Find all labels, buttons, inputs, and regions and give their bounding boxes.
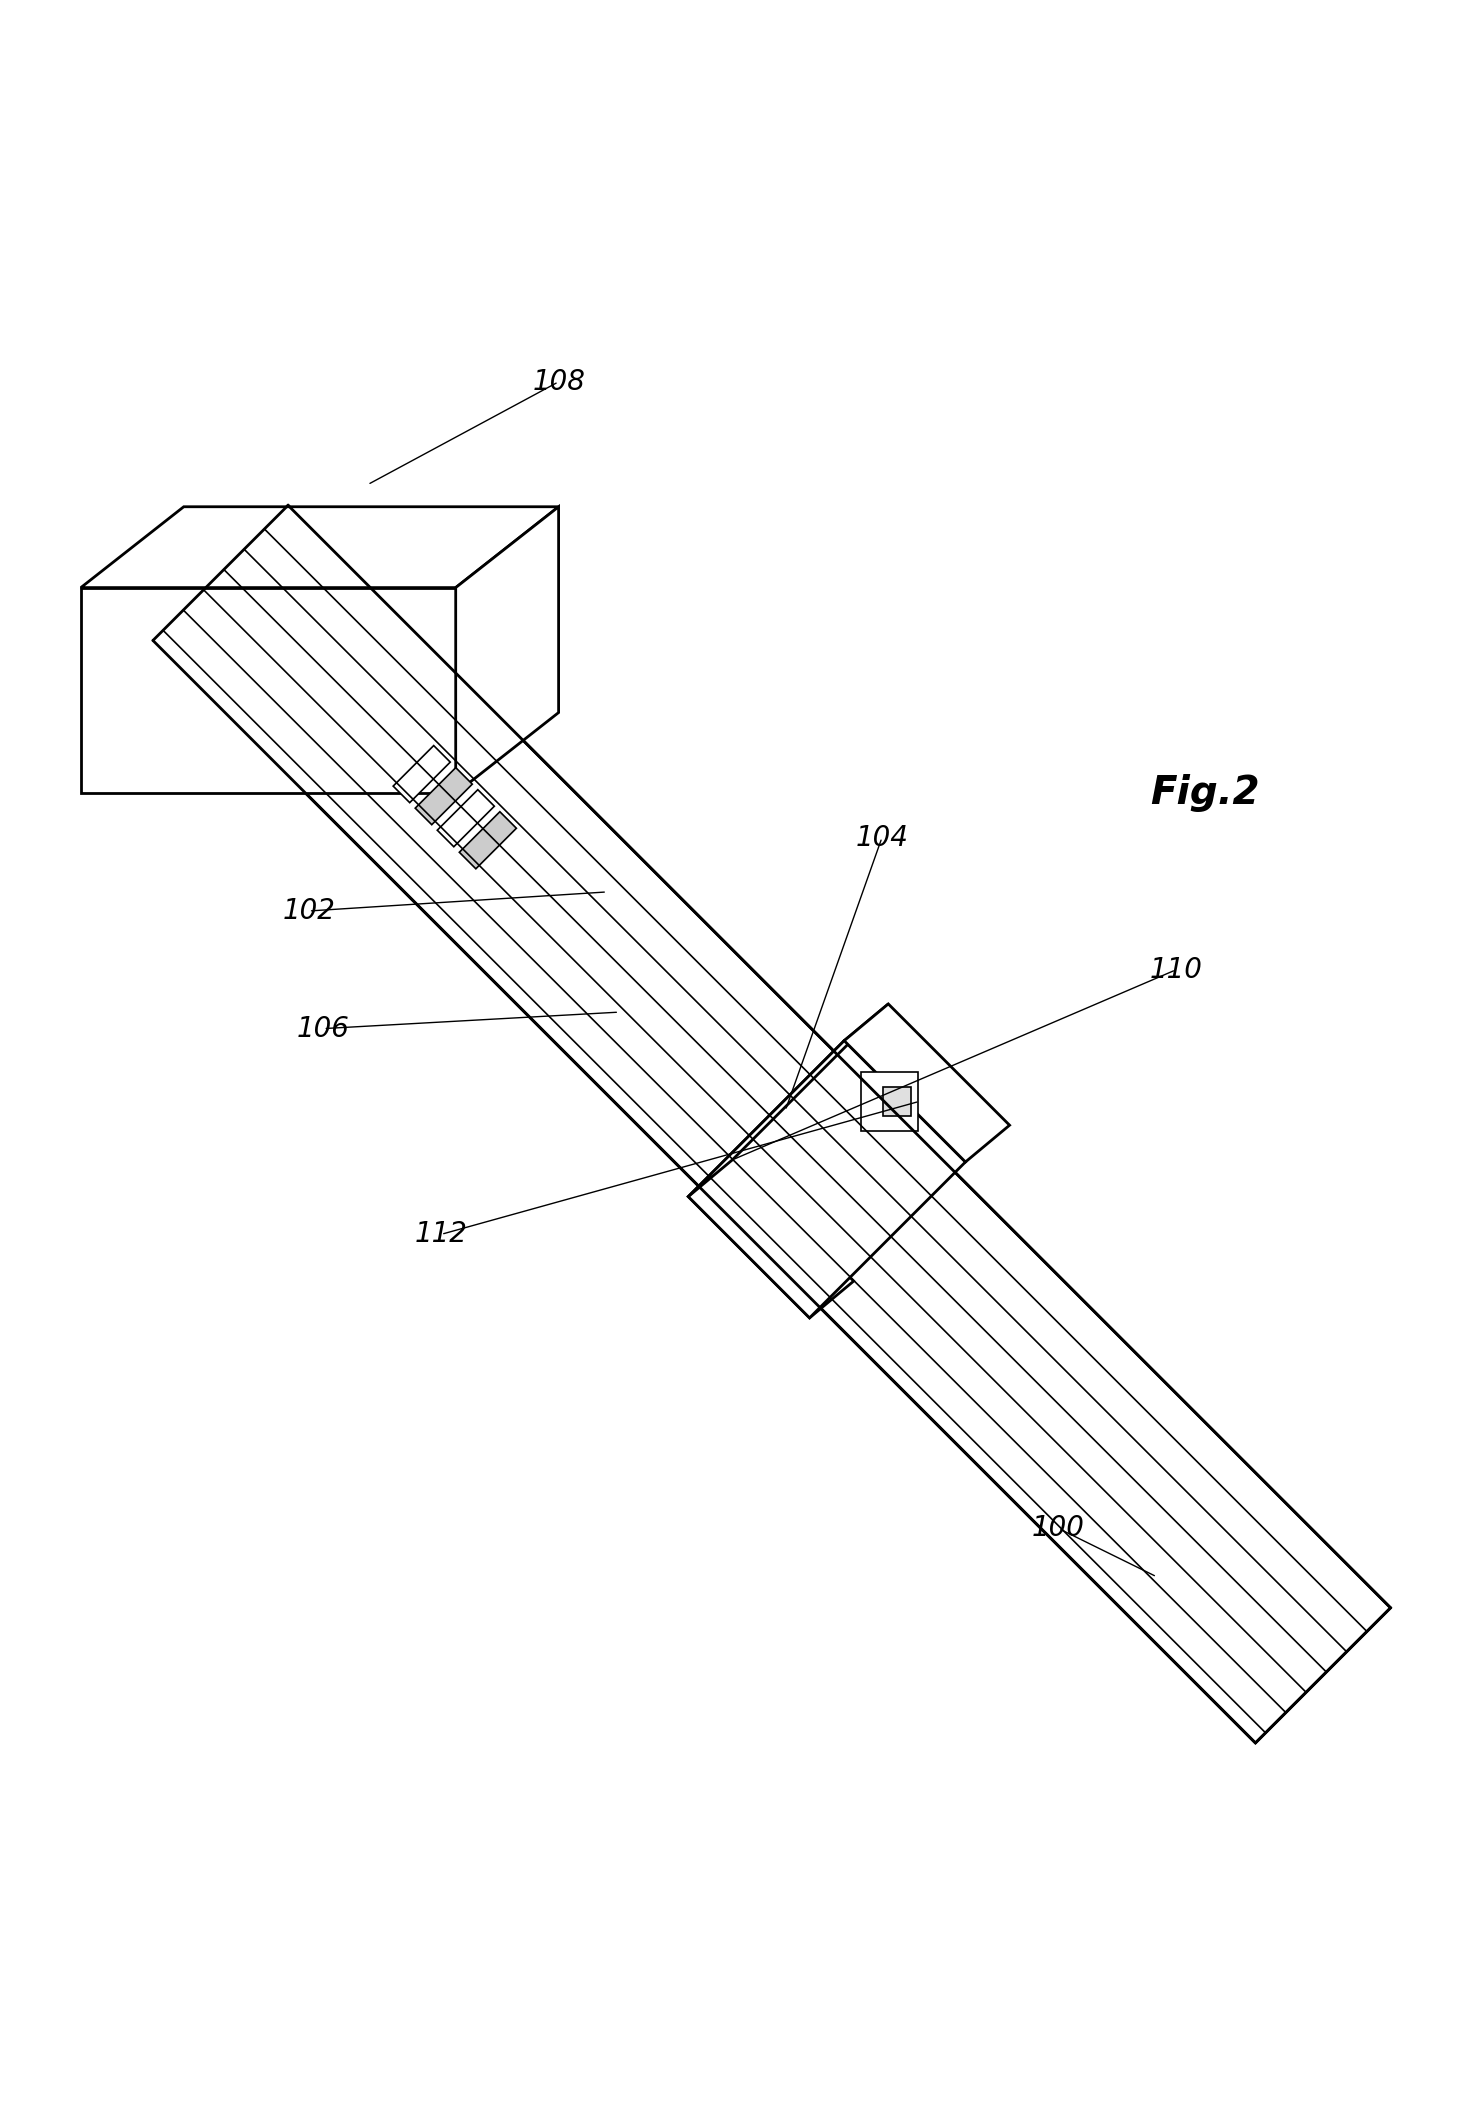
Text: 112: 112 xyxy=(415,1221,467,1248)
Text: 108: 108 xyxy=(532,368,585,396)
Polygon shape xyxy=(437,789,494,846)
Text: 110: 110 xyxy=(1150,956,1202,984)
Polygon shape xyxy=(861,1073,919,1130)
Polygon shape xyxy=(153,506,1391,1744)
Text: 104: 104 xyxy=(856,823,908,851)
Polygon shape xyxy=(844,1003,1010,1162)
Text: Fig.2: Fig.2 xyxy=(1151,774,1260,813)
Polygon shape xyxy=(392,745,450,802)
Polygon shape xyxy=(688,1003,888,1196)
Polygon shape xyxy=(456,506,559,794)
Polygon shape xyxy=(688,1160,854,1318)
Text: 106: 106 xyxy=(297,1014,350,1043)
Polygon shape xyxy=(688,1041,966,1318)
Polygon shape xyxy=(459,813,516,870)
Text: 102: 102 xyxy=(282,897,335,925)
Text: 100: 100 xyxy=(1032,1515,1085,1543)
Polygon shape xyxy=(415,768,472,825)
Polygon shape xyxy=(81,588,456,794)
Polygon shape xyxy=(883,1088,911,1115)
Polygon shape xyxy=(81,506,559,588)
